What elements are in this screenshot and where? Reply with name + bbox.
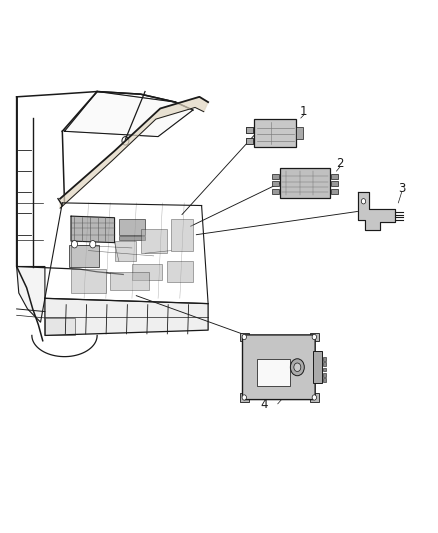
FancyBboxPatch shape (243, 335, 315, 400)
FancyBboxPatch shape (254, 119, 297, 147)
Bar (310, 393, 319, 402)
Bar (240, 393, 249, 402)
Bar (331, 174, 338, 179)
Bar (297, 127, 303, 139)
Bar (323, 362, 326, 366)
Bar (119, 219, 145, 235)
Bar (272, 181, 279, 187)
Bar (132, 264, 162, 280)
Bar (323, 357, 326, 361)
Bar (171, 219, 193, 251)
Bar (246, 127, 253, 133)
Bar (313, 351, 322, 383)
Circle shape (294, 363, 301, 372)
Bar (240, 333, 249, 341)
Bar (141, 229, 167, 253)
Bar (331, 181, 338, 187)
Polygon shape (17, 266, 45, 322)
Circle shape (71, 240, 78, 248)
Text: 1: 1 (300, 104, 307, 118)
Text: 4: 4 (260, 398, 268, 411)
Bar (71, 269, 106, 293)
Bar (272, 174, 279, 179)
Circle shape (312, 334, 317, 340)
Bar (323, 368, 326, 372)
Text: 3: 3 (398, 182, 406, 195)
Bar (257, 359, 290, 386)
Polygon shape (71, 216, 115, 243)
Bar (246, 127, 253, 133)
Polygon shape (358, 192, 395, 230)
Polygon shape (45, 298, 208, 335)
Circle shape (90, 240, 96, 248)
Circle shape (290, 359, 304, 376)
Polygon shape (64, 92, 193, 136)
Circle shape (242, 395, 247, 400)
Bar (310, 333, 319, 341)
Bar (280, 168, 330, 198)
Text: 2: 2 (336, 157, 344, 169)
Circle shape (312, 395, 317, 400)
Bar (69, 245, 99, 266)
Bar (119, 236, 145, 240)
Polygon shape (60, 97, 208, 208)
Bar (323, 373, 326, 377)
Bar (272, 189, 279, 194)
Bar (167, 261, 193, 282)
Bar (246, 138, 253, 144)
Bar (246, 138, 253, 144)
Bar (331, 189, 338, 194)
Bar (323, 378, 326, 382)
Circle shape (361, 199, 366, 204)
Circle shape (242, 334, 247, 340)
Bar (115, 241, 136, 261)
Bar (110, 272, 149, 290)
Bar (45, 318, 74, 335)
Circle shape (122, 136, 129, 145)
